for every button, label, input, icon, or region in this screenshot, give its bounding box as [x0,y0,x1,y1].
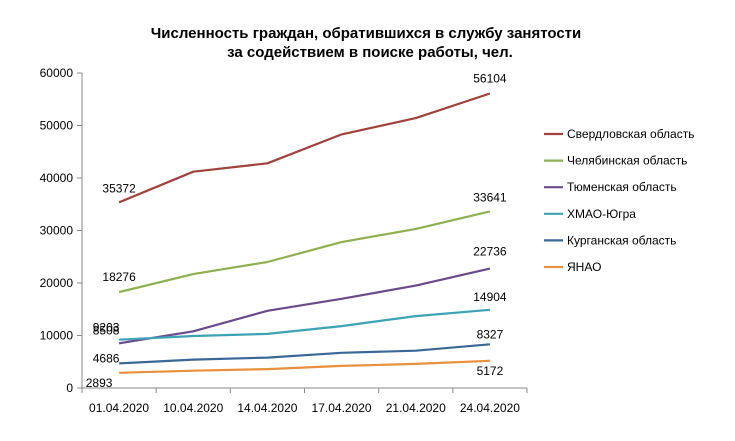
chart-title-line-2: за содействием в поиске работы, чел. [227,44,513,61]
legend-label: ХМАО-Югра [567,207,636,221]
data-label: 14904 [473,290,507,304]
data-label: 9203 [93,321,120,335]
y-tick-label: 60000 [40,66,74,80]
y-tick-label: 20000 [40,276,74,290]
y-tick-label: 30000 [40,224,74,238]
y-tick-label: 10000 [40,329,74,343]
x-tick-label: 21.04.2020 [386,401,446,415]
data-label: 4686 [93,351,120,365]
x-tick-label: 10.04.2020 [163,401,223,415]
legend: Свердловская область Челябинская область Т… [544,127,694,274]
legend-label: Челябинская область [567,154,687,168]
y-tick-label: 50000 [40,119,74,133]
data-label: 56104 [473,71,507,85]
series-line [119,308,490,341]
chart-title-line-1: Численность граждан, обратившихся в служ… [151,25,582,42]
data-label: 22736 [473,245,507,259]
axes [77,72,528,393]
tick-labels: 0 10000 20000 30000 40000 50000 60000 01.04.202… [40,66,521,415]
data-label: 35372 [102,181,136,195]
data-label: 8508 [93,323,120,337]
x-tick-label: 01.04.2020 [89,401,149,415]
data-labels: 35372 56104 18276 33641 8508 22736 9203 14904 46… [86,71,507,389]
x-tick-label: 24.04.2020 [460,401,520,415]
legend-label: ЯНАО [567,260,601,274]
x-tick-label: 17.04.2020 [312,401,372,415]
series-line [119,359,490,374]
series-line [119,343,490,365]
legend-label: Свердловская область [567,127,694,141]
legend-label: Курганская область [567,233,676,247]
series-lines [118,92,491,374]
series-line [118,92,491,204]
legend-label: Тюменская область [567,180,677,194]
y-tick-label: 0 [66,381,73,395]
data-label: 33641 [473,190,507,204]
data-label: 2893 [86,376,113,390]
data-label: 5172 [477,364,504,378]
data-label: 8327 [477,327,504,341]
x-tick-label: 14.04.2020 [237,401,297,415]
y-tick-label: 40000 [40,171,74,185]
data-label: 18276 [102,270,136,284]
series-line [118,267,491,345]
series-line [118,210,491,294]
